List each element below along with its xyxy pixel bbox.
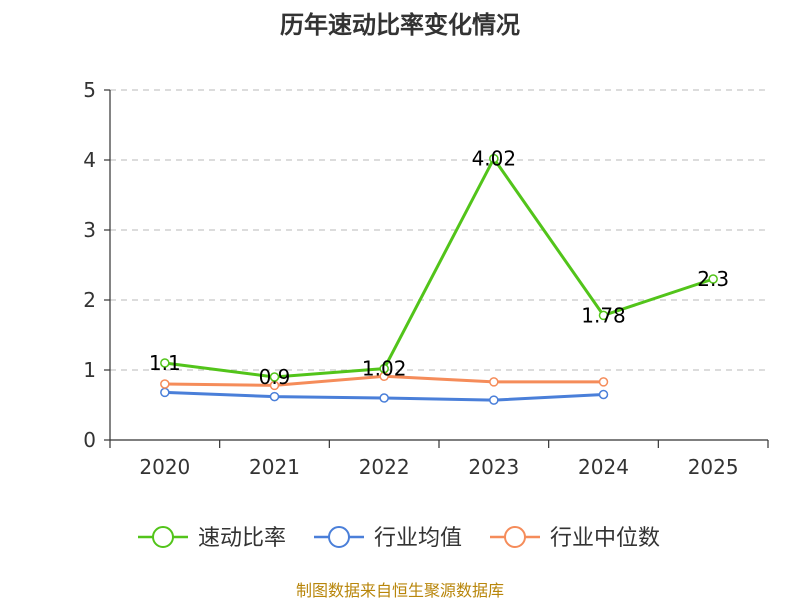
data-point <box>598 389 609 400</box>
legend-label: 行业中位数 <box>550 526 660 551</box>
data-point <box>489 395 499 405</box>
data-point <box>598 377 609 387</box>
legend-marker <box>504 526 526 548</box>
y-tick-label: 4 <box>83 148 96 172</box>
data-label: 1.1 <box>149 351 181 375</box>
data-label: 1.02 <box>362 357 407 381</box>
x-tick-label: 2020 <box>139 455 190 479</box>
legend-item-0: 速动比率 <box>138 526 286 551</box>
legend-label: 速动比率 <box>198 526 286 551</box>
legend-marker <box>152 526 174 548</box>
data-point <box>379 363 389 374</box>
x-tick-label: 2021 <box>249 455 300 479</box>
x-tick-label: 2024 <box>578 455 629 479</box>
legend: 速动比率 行业均值 行业中位数 <box>138 526 660 551</box>
legend-marker <box>328 526 350 548</box>
chart-title: 历年速动比率变化情况 <box>280 11 520 39</box>
legend-item-2: 行业中位数 <box>490 526 660 551</box>
data-point <box>489 377 499 387</box>
data-point <box>708 274 718 284</box>
y-tick-label: 3 <box>83 218 96 242</box>
x-tick-label: 2022 <box>359 455 410 479</box>
series-layer <box>160 153 718 405</box>
y-tick-label: 1 <box>83 358 96 382</box>
data-label: 1.78 <box>581 303 626 327</box>
data-point <box>379 393 389 403</box>
axes: 0 1 2 3 4 5 2020 2021 2022 2023 2024 2025 <box>83 78 769 479</box>
data-labels: 1.1 0.9 1.02 4.02 1.78 2.3 <box>149 147 729 389</box>
data-point <box>160 387 170 398</box>
legend-label: 行业均值 <box>374 526 462 551</box>
series-2 <box>160 371 609 391</box>
grid-lines <box>110 89 768 371</box>
data-point <box>160 379 170 389</box>
data-point <box>269 391 280 402</box>
series-1 <box>160 387 609 405</box>
x-tick-label: 2025 <box>688 455 739 479</box>
data-point <box>269 372 280 382</box>
data-point <box>489 153 499 164</box>
series-line <box>164 155 714 379</box>
series-0 <box>160 153 718 382</box>
legend-item-1: 行业均值 <box>314 526 462 551</box>
x-tick-label: 2023 <box>468 455 519 479</box>
data-label: 0.9 <box>259 365 291 389</box>
y-tick-label: 2 <box>83 288 96 312</box>
source-note: 制图数据来自恒生聚源数据库 <box>296 581 504 600</box>
y-tick-label: 5 <box>83 78 96 102</box>
data-point <box>598 310 609 321</box>
data-label: 4.02 <box>472 147 517 171</box>
data-point <box>160 358 170 368</box>
data-label: 2.3 <box>697 267 729 291</box>
y-tick-label: 0 <box>83 428 96 452</box>
